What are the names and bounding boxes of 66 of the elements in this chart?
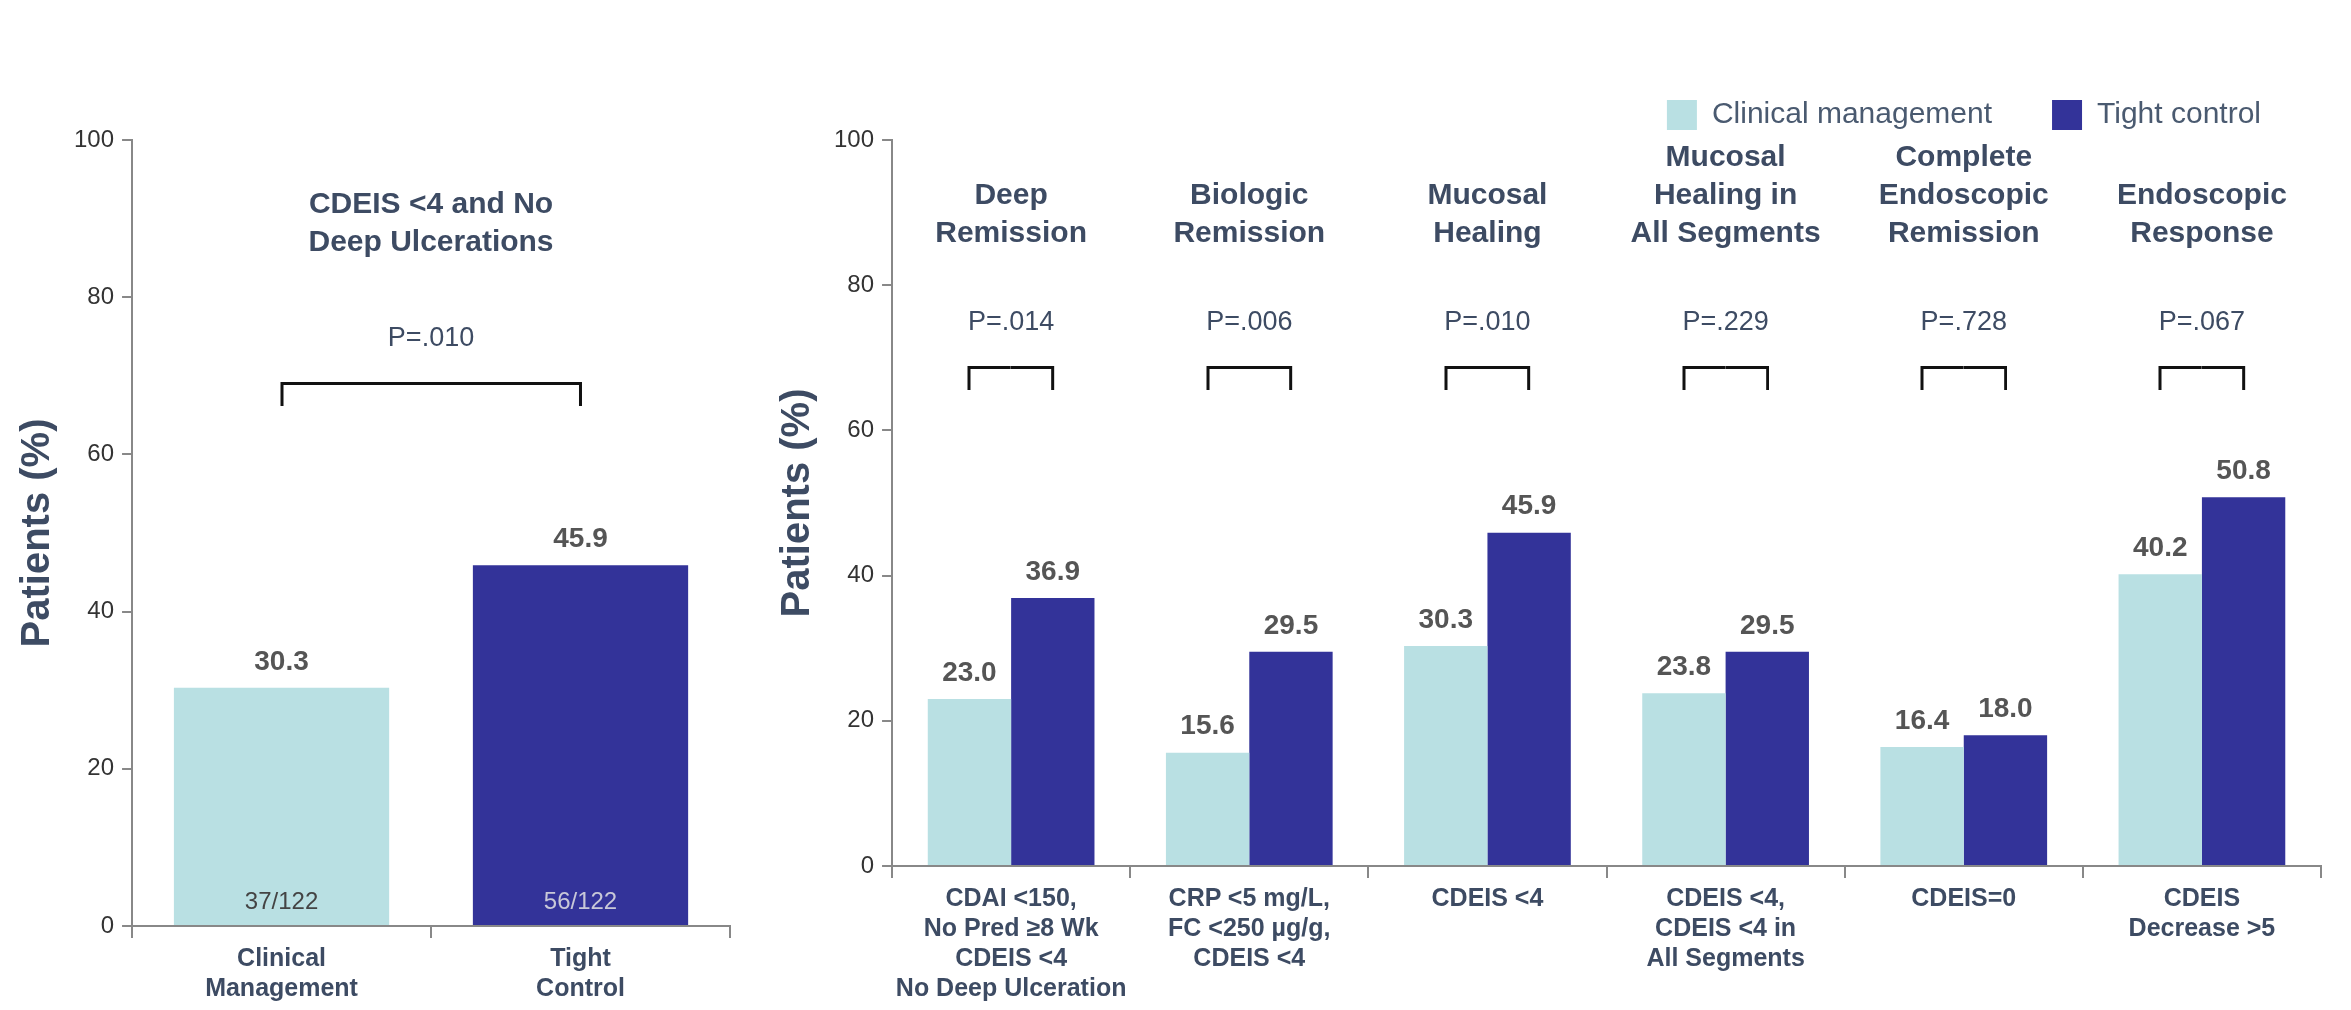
x-tick-label: CDEIS=0 [1911,882,2017,911]
data-label: 18.0 [1978,692,2033,724]
bar [1165,752,1250,865]
y-tick-label: 0 [100,910,115,938]
annotation: Mucosal Healing in All Segments [1630,139,1821,249]
x-tick-label: CDEIS <4, CDEIS <4 in All Segments [1646,882,1805,971]
data-label: 16.4 [1894,703,1950,735]
bar [1249,651,1333,865]
data-label: 29.5 [1263,608,1319,640]
y-axis-title: Patients (%) [773,388,818,618]
y-tick-label: 0 [860,850,875,878]
annotation: P=.728 [1920,305,2007,336]
legend-label: Tight control [2097,96,2262,130]
annotation: P=.067 [2158,305,2246,336]
data-label: 45.9 [1501,489,1557,521]
x-tick-label: Tight Control [536,942,625,1001]
y-tick-label: 80 [87,281,115,309]
x-tick-label: Clinical Management [205,942,359,1001]
x-tick-label: CDEIS Decrease >5 [2128,882,2276,941]
annotation: Complete Endoscopic Remission [1878,139,2049,249]
annotation: 37/122 [244,886,319,914]
data-label: 29.5 [1740,608,1795,640]
y-tick-label: 100 [834,124,875,152]
y-tick-label: 40 [847,560,875,588]
bar [1404,646,1488,865]
y-tick-label: 80 [847,269,875,297]
bar [1487,532,1571,865]
annotation: Deep Remission [935,177,1087,249]
bar [1963,735,2048,865]
data-label: 15.6 [1180,709,1235,741]
y-tick-label: 20 [847,705,875,733]
bar [927,699,1012,865]
data-label: 30.3 [1418,602,1474,634]
x-tick-label: CRP <5 mg/L, FC <250 µg/g, CDEIS <4 [1168,882,1331,971]
bar [1725,651,1809,865]
data-label: 30.3 [254,644,309,676]
annotation: 56/122 [543,886,618,914]
data-label: 50.8 [2216,453,2271,485]
bar [1880,746,1964,865]
data-label: 23.0 [942,655,997,687]
x-tick-label: CDEIS <4 [1431,882,1544,911]
y-axis-title: Patients (%) [13,418,58,648]
annotation: P=.010 [1444,305,1531,336]
data-label: 45.9 [553,521,608,553]
y-tick-label: 100 [74,124,115,152]
annotation: CDEIS <4 and No Deep Ulcerations [308,186,554,258]
annotation: P=.229 [1682,305,1769,336]
bar [1011,598,1095,865]
bar [2201,497,2286,865]
y-tick-label: 40 [87,596,115,624]
annotation: Mucosal Healing [1427,177,1548,249]
data-label: 23.8 [1656,649,1712,681]
data-label: 36.9 [1025,554,1081,586]
y-tick-label: 20 [87,753,115,781]
annotation: Biologic Remission [1173,177,1326,249]
x-tick-label: CDAI <150, No Pred ≥8 Wk CDEIS <4 No Deep Ulceration [895,882,1127,1001]
bar [2118,574,2202,865]
y-tick-label: 60 [847,415,875,443]
data-label: 40.2 [2132,530,2188,562]
annotation: P=.010 [387,322,475,353]
legend-label: Clinical management [1711,96,1993,130]
annotation: Endoscopic Response [2116,177,2287,249]
bar [1642,693,1726,865]
y-tick-label: 60 [87,439,115,467]
annotation: P=.006 [1206,305,1293,336]
annotation: P=.014 [967,305,1055,336]
